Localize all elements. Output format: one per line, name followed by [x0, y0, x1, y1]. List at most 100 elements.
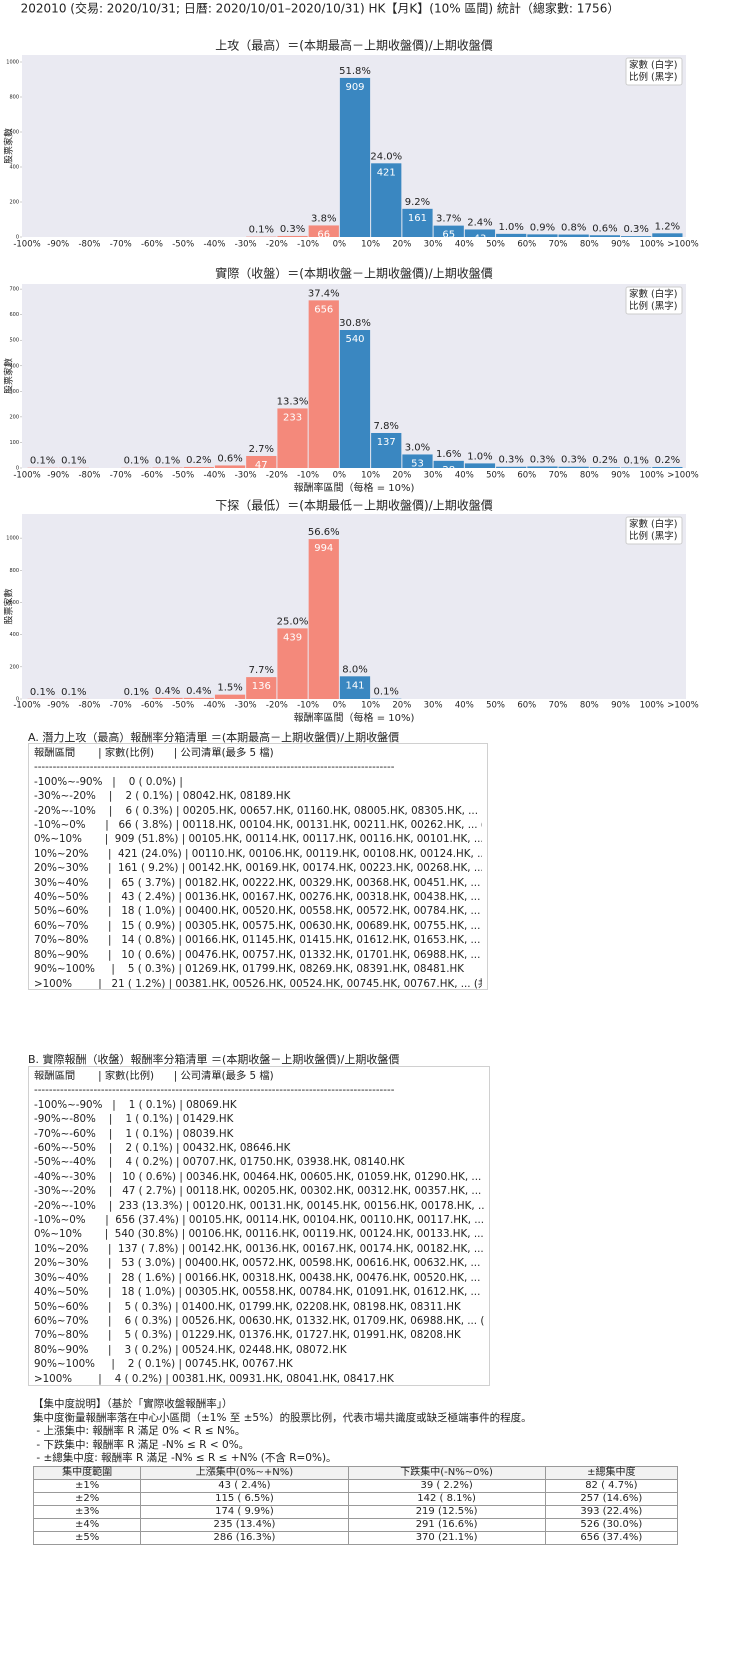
count-label: 53: [411, 458, 424, 469]
bar: [246, 677, 277, 699]
bar: [308, 300, 339, 468]
list-row: -100%~-90% | 0 ( 0.0%) |: [34, 775, 183, 788]
concentration-note: - 下跌集中: 報酬率 R 滿足 -N% ≤ R < 0%。: [33, 1438, 250, 1451]
x-tick-label: -60%: [141, 701, 163, 711]
list-row: -20%~-10% | 6 ( 0.3%) | 00205.HK, 00657.…: [34, 804, 482, 817]
section-b-box: 報酬區間 | 家數(比例) | 公司清單(最多 5 檔) ------------…: [28, 1066, 490, 1386]
bar: [308, 225, 339, 237]
x-tick-label: 30%: [424, 471, 443, 481]
x-tick-label: 80%: [580, 471, 599, 481]
bar: [183, 466, 214, 468]
x-tick-label: -50%: [172, 240, 194, 250]
list-row: -30%~-20% | 2 ( 0.1%) | 08042.HK, 08189.…: [34, 790, 291, 803]
list-row: 0%~10% | 540 (30.8%) | 00106.HK, 00116.H…: [34, 1228, 484, 1241]
concentration-description: 集中度衡量報酬率落在中心小區間（±1% 至 ±5%）的股票比例，代表市場共識度或…: [33, 1411, 532, 1424]
table-row: ±5% 286 (16.3%) 370 (21.1%) 656 (37.4%): [32, 1531, 679, 1545]
legend-entry: 家數 (白字): [629, 518, 677, 530]
legend-entry: 家數 (白字): [629, 59, 677, 71]
list-row: -10%~0% | 66 ( 3.8%) | 00118.HK, 00104.H…: [34, 819, 482, 832]
x-tick-label: 60%: [517, 240, 536, 250]
percent-label: 0.1%: [124, 456, 149, 467]
percent-label: 2.4%: [467, 217, 492, 228]
list-row: >100% | 4 ( 0.2%) | 00381.HK, 00931.HK, …: [34, 1372, 394, 1385]
count-label: 439: [283, 632, 302, 643]
percent-label: 37.4%: [308, 288, 340, 299]
x-tick-label: -30%: [235, 240, 257, 250]
x-tick-label: 20%: [392, 701, 411, 711]
list-row: 90%~100% | 5 ( 0.3%) | 01269.HK, 01799.H…: [34, 963, 464, 976]
bar: [339, 676, 371, 699]
percent-label: 0.1%: [374, 687, 399, 698]
percent-label: 7.8%: [374, 421, 399, 432]
bar: [527, 466, 558, 468]
list-row: -100%~-90% | 1 ( 0.1%) | 08069.HK: [34, 1098, 237, 1111]
percent-label: 56.6%: [308, 527, 340, 538]
table-cell: 39 ( 2.2%): [347, 1479, 546, 1493]
percent-label: 0.1%: [249, 225, 274, 236]
list-row: 70%~80% | 5 ( 0.3%) | 01229.HK, 01376.HK…: [34, 1329, 461, 1342]
percent-label: 1.6%: [436, 449, 461, 460]
list-row: 80%~90% | 3 ( 0.2%) | 00524.HK, 02448.HK…: [34, 1343, 347, 1356]
concentration-note: - ±總集中度: 報酬率 R 滿足 -N% ≤ R ≤ +N% (不含 R=0%…: [33, 1452, 337, 1464]
y-axis-label: 股票家數: [3, 588, 15, 624]
y-tick-label: 300: [9, 389, 19, 395]
table-header-cell: 下跌集中(-N%~0%): [347, 1466, 546, 1480]
table-row: ±1% 43 ( 2.4%) 39 ( 2.2%) 82 ( 4.7%): [32, 1479, 679, 1493]
y-tick-label: 0: [16, 466, 19, 472]
x-tick-label: 0%: [333, 471, 347, 481]
bar: [652, 466, 683, 468]
x-tick-label: 50%: [486, 240, 505, 250]
x-tick-label: 40%: [455, 701, 474, 711]
x-tick-label: 50%: [486, 471, 505, 481]
table-row: ±3% 174 ( 9.9%) 219 (12.5%) 393 (22.4%): [32, 1505, 679, 1519]
y-tick-label: 200: [9, 664, 19, 670]
x-tick-label: 100%: [640, 471, 664, 481]
x-tick-label: -40%: [203, 471, 225, 481]
table-cell: 115 ( 6.5%): [140, 1492, 349, 1506]
y-tick-label: 600: [9, 130, 19, 136]
list-header: 報酬區間 | 家數(比例) | 公司清單(最多 5 檔): [34, 1070, 274, 1082]
percent-label: 0.6%: [592, 223, 617, 234]
count-label: 43: [474, 233, 487, 244]
x-tick-label: -50%: [172, 701, 194, 711]
x-tick-label: 70%: [549, 240, 568, 250]
table-cell: 174 ( 9.9%): [140, 1505, 349, 1519]
concentration-title: 【集中度說明】（基於「實際收盤報酬率」）: [33, 1398, 233, 1410]
x-tick-label: 0%: [333, 240, 347, 250]
list-row: 70%~80% | 14 ( 0.8%) | 00166.HK, 01145.H…: [34, 934, 481, 947]
list-row: >100% | 21 ( 1.2%) | 00381.HK, 00526.HK,…: [34, 977, 482, 990]
count-label: 47: [255, 460, 268, 471]
legend-entry: 比例 (黑字): [629, 71, 677, 83]
charts: 202010 (交易: 2020/10/31; 日曆: 2020/10/01–2…: [3, 1, 699, 725]
y-axis-label: 股票家數: [3, 128, 15, 164]
percent-label: 9.2%: [405, 197, 430, 208]
table-cell: 393 (22.4%): [544, 1505, 679, 1519]
count-label: 909: [345, 82, 364, 93]
table-header-row: 集中度範圍 上漲集中(0%~+N%) 下跌集中(-N%~0%) ±總集中度: [32, 1466, 679, 1480]
percent-label: 1.5%: [217, 683, 242, 694]
percent-label: 3.8%: [311, 213, 336, 224]
list-separator: ----------------------------------------…: [34, 1084, 394, 1097]
chart-title: 下探（最低）＝(本期最低－上期收盤價)/上期收盤價: [215, 499, 492, 513]
percent-label: 0.2%: [186, 455, 211, 466]
list-row: -40%~-30% | 10 ( 0.6%) | 00346.HK, 00464…: [34, 1170, 484, 1183]
count-label: 233: [283, 412, 302, 423]
y-tick-label: 1000: [6, 536, 19, 542]
x-tick-label: -70%: [110, 701, 132, 711]
x-tick-label: -20%: [266, 240, 288, 250]
x-tick-label: 60%: [517, 701, 536, 711]
table-header-cell: 上漲集中(0%~+N%): [140, 1466, 349, 1480]
bar: [402, 454, 433, 468]
percent-label: 1.2%: [655, 221, 680, 232]
x-tick-label: -100%: [13, 701, 40, 711]
bar: [371, 163, 402, 237]
percent-label: 0.1%: [124, 687, 149, 698]
x-tick-label: 80%: [580, 701, 599, 711]
y-tick-label: 400: [9, 363, 19, 369]
percent-label: 0.4%: [155, 686, 180, 697]
bar: [652, 233, 683, 237]
chart-title: 上攻（最高）＝(本期最高－上期收盤價)/上期收盤價: [215, 38, 492, 53]
legend-entry: 比例 (黑字): [629, 300, 677, 312]
bar: [496, 233, 527, 237]
